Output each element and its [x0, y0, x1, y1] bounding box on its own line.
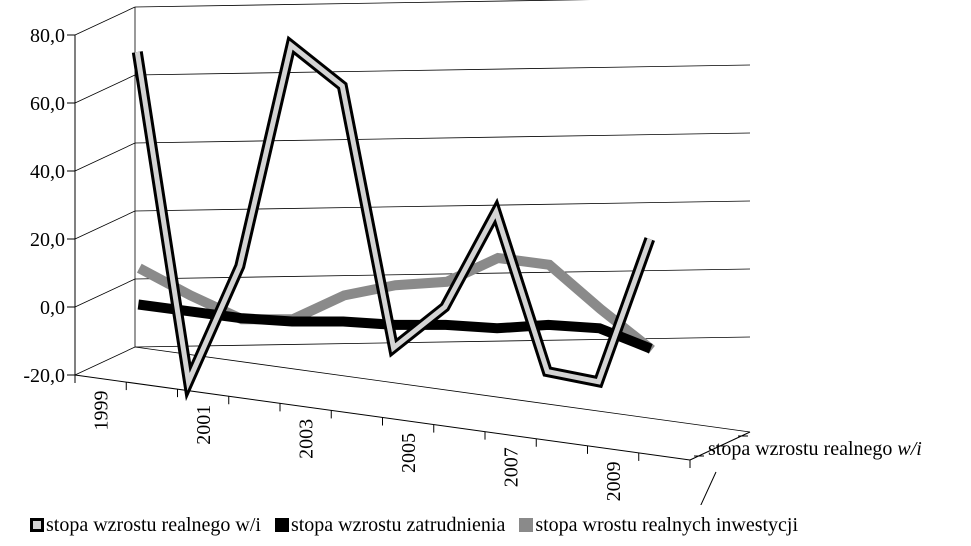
y-tick-label: 20,0	[30, 229, 65, 251]
gridline-side-0	[74, 346, 136, 376]
gridline-back-0	[134, 336, 751, 348]
gridline-back-4	[134, 64, 751, 76]
axes	[67, 34, 751, 505]
floor-back-edge	[134, 346, 751, 433]
gridline-side-1	[74, 278, 136, 308]
depth-axis-label: stopa wzrostu realnego w/i	[708, 438, 922, 460]
series-lines	[131, 35, 655, 402]
legend-label-employment: stopa wzrostu zatrudnienia	[290, 513, 506, 536]
y-tick-label: 40,0	[30, 161, 65, 183]
tick-labels: -20,0 0,0 20,0 40,0 60,0 80,0 1999 2001 2003 2005…	[23, 25, 922, 501]
gridline-side-5	[74, 6, 136, 36]
legend-item-investment: stopa wrostu realnych inwestycji	[519, 514, 798, 537]
legend: stopa wzrostu realnego w/i stopa wzrostu…	[0, 508, 971, 542]
gridline-back-3	[134, 132, 751, 144]
y-tick-label: 80,0	[30, 25, 65, 47]
x-tick-label: 2001	[193, 405, 215, 445]
y-tick-label: 60,0	[30, 93, 65, 115]
chart-3d-line: -20,0 0,0 20,0 40,0 60,0 80,0 1999 2001 2003 2005…	[23, 0, 922, 505]
legend-label-real-wage: stopa wzrostu realnego w/i	[46, 513, 261, 536]
x-tick-label: 2007	[501, 447, 523, 487]
y-tick-label: 0,0	[40, 297, 65, 319]
series-line-real-wage	[134, 40, 653, 391]
gridline-side-4	[74, 74, 136, 104]
legend-swatch-employment	[274, 518, 289, 532]
legend-item-real-wage: stopa wzrostu realnego w/i	[30, 514, 261, 537]
gridline-side-3	[74, 142, 136, 172]
depth-axis-line	[700, 471, 717, 505]
legend-item-employment: stopa wzrostu zatrudnienia	[274, 513, 506, 537]
gridline-side-2	[74, 210, 136, 240]
x-tick-label: 1999	[91, 391, 113, 431]
legend-label-investment: stopa wrostu realnych inwestycji	[535, 513, 799, 536]
legend-swatch-investment	[519, 518, 534, 532]
legend-swatch-real-wage	[30, 518, 44, 532]
gridline-back-2	[134, 200, 751, 212]
x-tick-label: 2009	[603, 461, 625, 501]
y-tick-label: -20,0	[23, 365, 65, 387]
x-tick-label: 2003	[296, 419, 318, 459]
gridline-back-5	[134, 0, 591, 8]
x-tick-label: 2005	[398, 433, 420, 473]
